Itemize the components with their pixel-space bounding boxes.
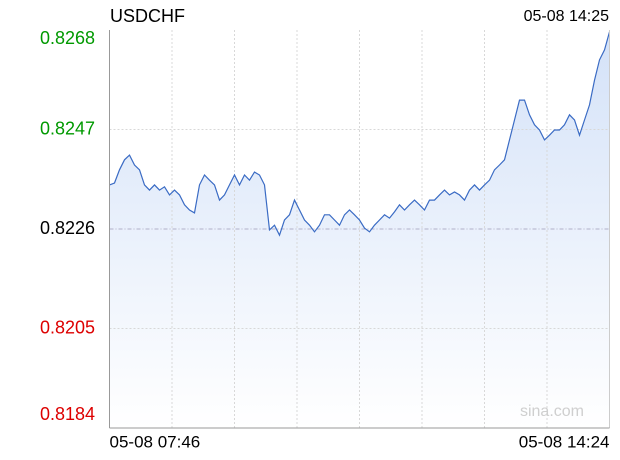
y-tick-label: 0.8205 [40, 317, 95, 337]
y-tick-label: 0.8226 [40, 218, 95, 238]
y-tick-label: 0.8268 [40, 28, 95, 48]
watermark: sina.com [520, 403, 584, 420]
chart-title: USDCHF [110, 6, 185, 26]
x-tick-label: 05-08 14:24 [519, 432, 610, 451]
x-tick-label: 05-08 07:46 [110, 432, 201, 451]
y-tick-label: 0.8247 [40, 118, 95, 138]
price-line [109, 31, 611, 237]
timestamp: 05-08 14:25 [524, 8, 610, 25]
y-tick-label: 0.8184 [40, 404, 95, 424]
